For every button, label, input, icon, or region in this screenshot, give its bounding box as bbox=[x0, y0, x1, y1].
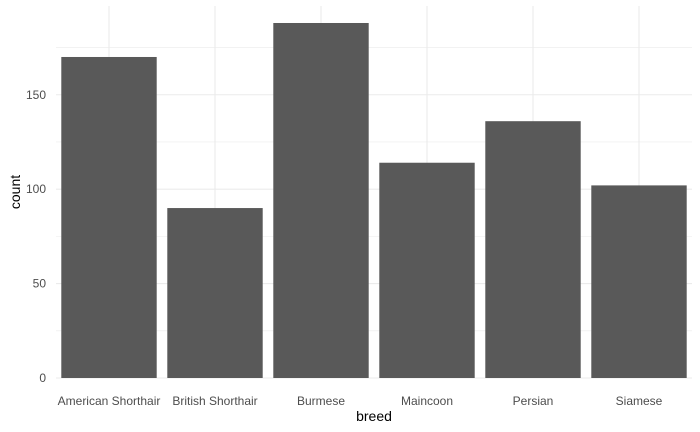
x-tick-label: Maincoon bbox=[401, 394, 453, 408]
bar-siamese bbox=[591, 185, 687, 378]
bar-persian bbox=[485, 121, 581, 379]
x-tick-label: Burmese bbox=[297, 394, 345, 408]
x-tick-label: Siamese bbox=[616, 394, 663, 408]
y-tick-label: 0 bbox=[39, 371, 46, 385]
y-tick-label: 50 bbox=[33, 277, 47, 291]
x-tick-label: British Shorthair bbox=[172, 394, 257, 408]
y-tick-label: 150 bbox=[26, 88, 46, 102]
x-axis-title: breed bbox=[356, 408, 392, 424]
y-axis-title: count bbox=[7, 175, 23, 209]
y-axis-ticks: 0 50 100 150 bbox=[26, 88, 46, 385]
x-tick-label: Persian bbox=[513, 394, 554, 408]
bar-maincoon bbox=[379, 162, 475, 378]
x-tick-label: American Shorthair bbox=[58, 394, 161, 408]
bar-burmese bbox=[273, 22, 369, 378]
y-tick-label: 100 bbox=[26, 182, 46, 196]
x-axis-ticks: American Shorthair British Shorthair Burme… bbox=[58, 394, 663, 408]
bars bbox=[61, 22, 687, 379]
bar-british-shorthair bbox=[167, 208, 263, 378]
bar-american-shorthair bbox=[61, 56, 157, 378]
